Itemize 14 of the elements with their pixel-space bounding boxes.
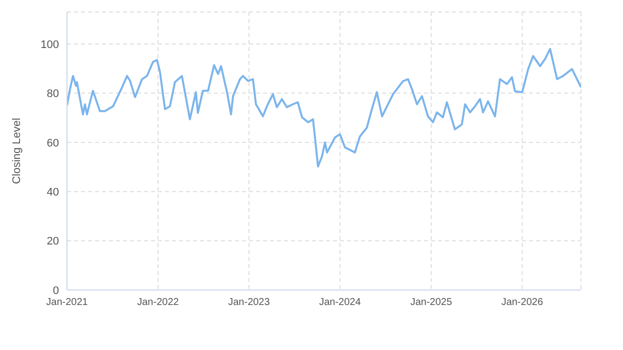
y-tick-label: 40 <box>46 186 59 198</box>
y-tick-label: 80 <box>46 88 59 100</box>
x-tick-label: Jan-2022 <box>137 297 180 308</box>
x-tick-label: Jan-2024 <box>319 297 362 308</box>
x-tick-label: Jan-2021 <box>46 297 88 308</box>
x-tick-label: Jan-2026 <box>501 297 544 308</box>
x-tick-label: Jan-2023 <box>228 297 270 308</box>
x-tick-label: Jan-2025 <box>410 297 452 308</box>
y-tick-label: 20 <box>46 236 59 248</box>
y-tick-label: 60 <box>46 137 59 150</box>
y-axis-title: Closing Level <box>10 118 23 184</box>
y-tick-label: 0 <box>52 284 59 297</box>
line-series <box>67 48 581 168</box>
y-tick-label: 100 <box>40 38 59 51</box>
